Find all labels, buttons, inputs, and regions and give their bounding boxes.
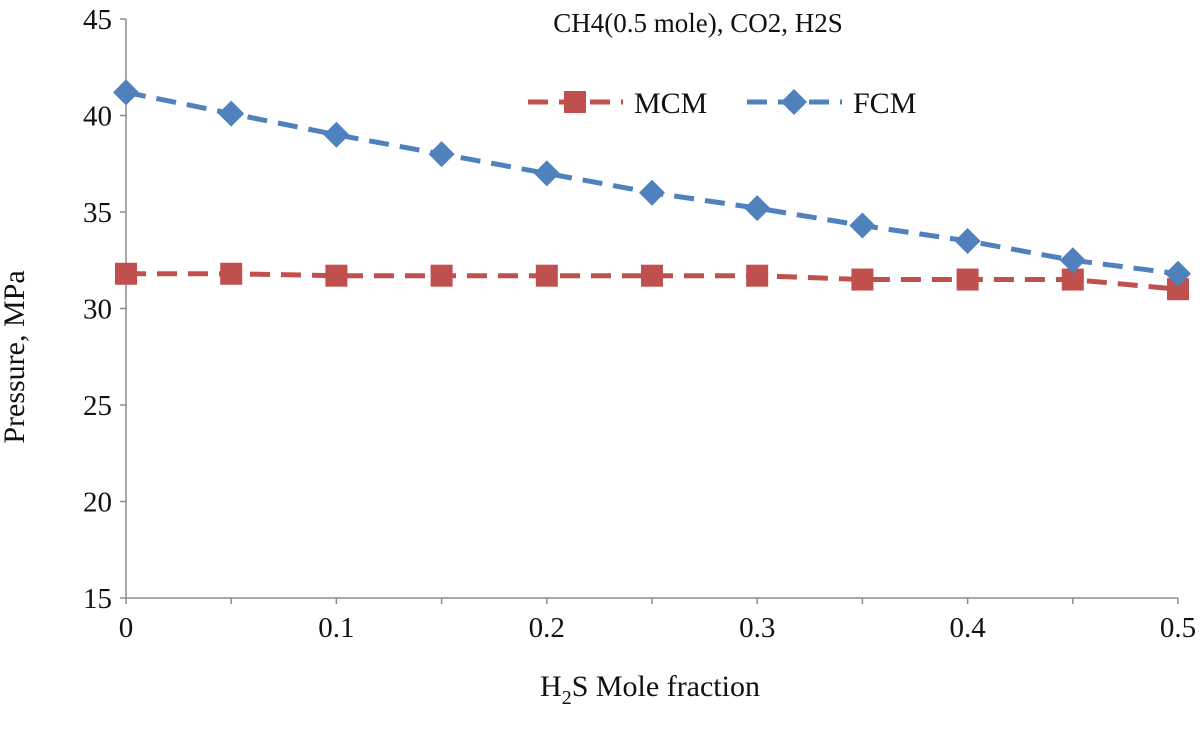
data-point-fcm xyxy=(954,227,981,254)
data-point-mcm xyxy=(1167,278,1189,301)
data-point-fcm xyxy=(744,195,771,222)
data-point-fcm xyxy=(533,160,560,187)
y-axis-ticks: 15 20 25 30 35 40 45 xyxy=(83,4,126,615)
x-axis-ticks: 0 0.1 0.2 0.3 0.4 0.5 xyxy=(119,598,1196,644)
data-point-fcm xyxy=(639,179,665,206)
data-point-mcm xyxy=(851,268,874,291)
y-axis-title: Pressure, MPa xyxy=(0,270,31,443)
y-tick-label: 40 xyxy=(83,101,112,133)
data-point-fcm xyxy=(113,79,139,106)
data-point-mcm xyxy=(746,264,769,287)
data-point-fcm xyxy=(1059,247,1086,274)
legend-item-mcm: MCM xyxy=(528,87,707,120)
y-tick-label: 25 xyxy=(83,390,112,422)
data-point-fcm xyxy=(1165,260,1191,287)
x-tick-label: 0.3 xyxy=(739,612,775,644)
y-tick-label: 45 xyxy=(83,4,112,36)
y-tick-label: 30 xyxy=(83,294,112,326)
data-point-mcm xyxy=(115,262,137,285)
legend-marker-mcm xyxy=(564,91,586,113)
series-line-mcm xyxy=(126,271,1179,292)
y-tick-label: 35 xyxy=(83,197,112,229)
data-point-fcm xyxy=(428,141,455,168)
data-point-mcm xyxy=(325,264,348,287)
x-tick-label: 0.4 xyxy=(949,612,986,644)
legend-label-mcm: MCM xyxy=(634,87,707,120)
legend-label-fcm: FCM xyxy=(853,87,916,120)
chart-title: CH4(0.5 mole), CO2, H2S xyxy=(553,8,843,38)
legend: MCM FCM xyxy=(528,87,916,120)
series-fcm xyxy=(113,79,1191,287)
x-axis-title-subscript: 2 xyxy=(562,687,572,709)
x-tick-label: 0.2 xyxy=(529,612,565,644)
x-tick-label: 0.1 xyxy=(318,612,354,644)
x-axis-title-prefix: H xyxy=(540,670,562,703)
data-point-mcm xyxy=(1061,268,1084,291)
x-axis-title: H2S Mole fraction xyxy=(540,670,760,709)
data-point-mcm xyxy=(220,262,243,285)
data-point-fcm xyxy=(849,212,876,239)
data-point-mcm xyxy=(430,264,453,287)
x-tick-label: 0.5 xyxy=(1160,612,1196,644)
legend-item-fcm: FCM xyxy=(747,87,916,120)
plot-series xyxy=(113,79,1191,301)
series-mcm xyxy=(115,262,1189,301)
data-point-mcm xyxy=(956,268,979,291)
y-tick-label: 20 xyxy=(83,487,112,519)
data-point-fcm xyxy=(218,100,245,127)
data-point-mcm xyxy=(535,264,558,287)
legend-marker-fcm xyxy=(781,89,807,115)
data-point-fcm xyxy=(323,121,350,148)
x-axis-title-suffix: S Mole fraction xyxy=(572,670,760,703)
y-tick-label: 15 xyxy=(83,583,112,615)
x-tick-label: 0 xyxy=(119,612,134,644)
data-point-mcm xyxy=(641,264,663,287)
